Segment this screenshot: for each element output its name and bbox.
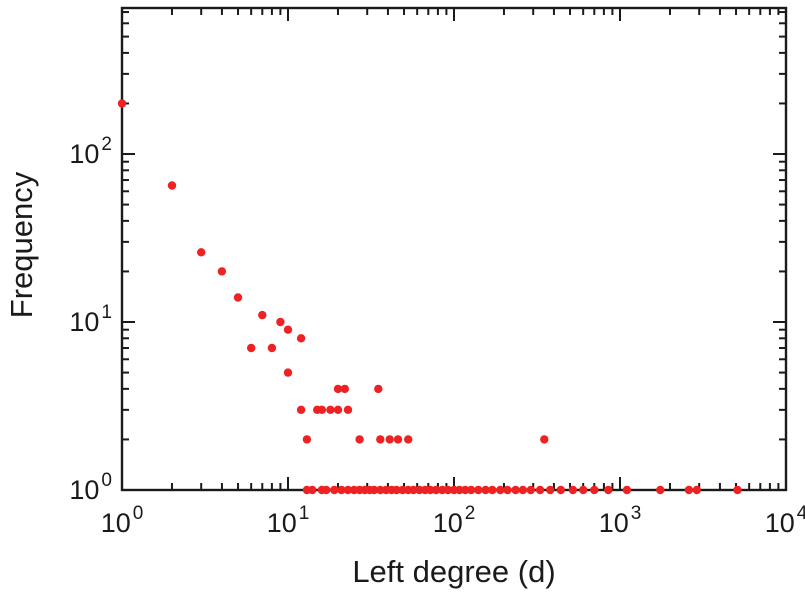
data-point (503, 485, 512, 495)
y-tick-label: 10 0 (69, 470, 112, 505)
data-point (326, 405, 335, 414)
data-point (197, 248, 206, 257)
data-point (733, 485, 742, 495)
data-point (322, 485, 331, 495)
data-point (684, 485, 694, 495)
data-point (117, 99, 127, 108)
data-point (343, 485, 353, 495)
data-point (431, 485, 441, 495)
data-point (385, 435, 394, 444)
axis-ticks (121, 8, 787, 491)
data-point (546, 485, 555, 495)
data-point (333, 384, 343, 394)
data-point (296, 405, 306, 414)
data-points (117, 99, 742, 495)
data-point (296, 334, 306, 343)
data-point (511, 485, 520, 495)
data-point (496, 485, 505, 495)
data-point (474, 485, 483, 495)
data-point (540, 435, 549, 444)
data-point (308, 485, 317, 495)
x-tick-label: 10 3 (599, 503, 642, 538)
data-point (333, 405, 343, 414)
data-point (426, 485, 435, 495)
axis-tick-labels: 10 0 10 1 10 2 10 3 10 4 10 0 10 1 10 2 (69, 134, 805, 538)
x-tick-label: 10 4 (765, 503, 805, 538)
data-point (374, 384, 383, 394)
data-point (337, 485, 346, 495)
data-point (317, 405, 327, 414)
data-point (443, 485, 453, 495)
data-point (526, 485, 535, 495)
data-point (481, 485, 490, 495)
x-axis-label: Left degree (d) (352, 554, 555, 589)
data-point (267, 343, 277, 353)
data-point (376, 485, 385, 495)
y-tick-label: 10 1 (69, 302, 112, 337)
data-point (556, 485, 565, 495)
data-point (283, 368, 293, 377)
data-point (355, 435, 364, 444)
data-point (330, 485, 339, 495)
x-tick-label: 10 1 (267, 503, 310, 538)
data-point (579, 485, 588, 495)
data-point (455, 485, 464, 495)
data-point (167, 181, 177, 190)
data-point (488, 485, 497, 495)
data-point (622, 485, 632, 495)
data-point (340, 384, 349, 394)
data-point (535, 485, 545, 495)
data-point (409, 485, 418, 495)
data-point (343, 405, 353, 414)
data-point (233, 293, 243, 302)
data-point (568, 485, 578, 495)
data-point (467, 485, 476, 495)
data-point (404, 435, 413, 444)
data-point (302, 435, 312, 444)
data-point (692, 485, 701, 495)
data-point (590, 485, 599, 495)
plot-frame (120, 6, 788, 492)
x-tick-label: 10 2 (433, 503, 476, 538)
data-point (369, 485, 379, 495)
data-point (276, 317, 285, 327)
y-axis-label: Frequency (4, 171, 39, 318)
data-point (376, 435, 385, 444)
data-point (217, 267, 227, 276)
data-point (258, 310, 267, 320)
y-tick-label: 10 2 (69, 134, 112, 169)
data-point (656, 485, 665, 495)
data-point (247, 343, 256, 353)
x-tick-label: 10 0 (101, 503, 144, 538)
data-point (283, 325, 293, 334)
data-point (392, 485, 401, 495)
data-point (518, 485, 528, 495)
data-point (604, 485, 613, 495)
data-point (393, 435, 403, 444)
data-point (461, 485, 470, 495)
